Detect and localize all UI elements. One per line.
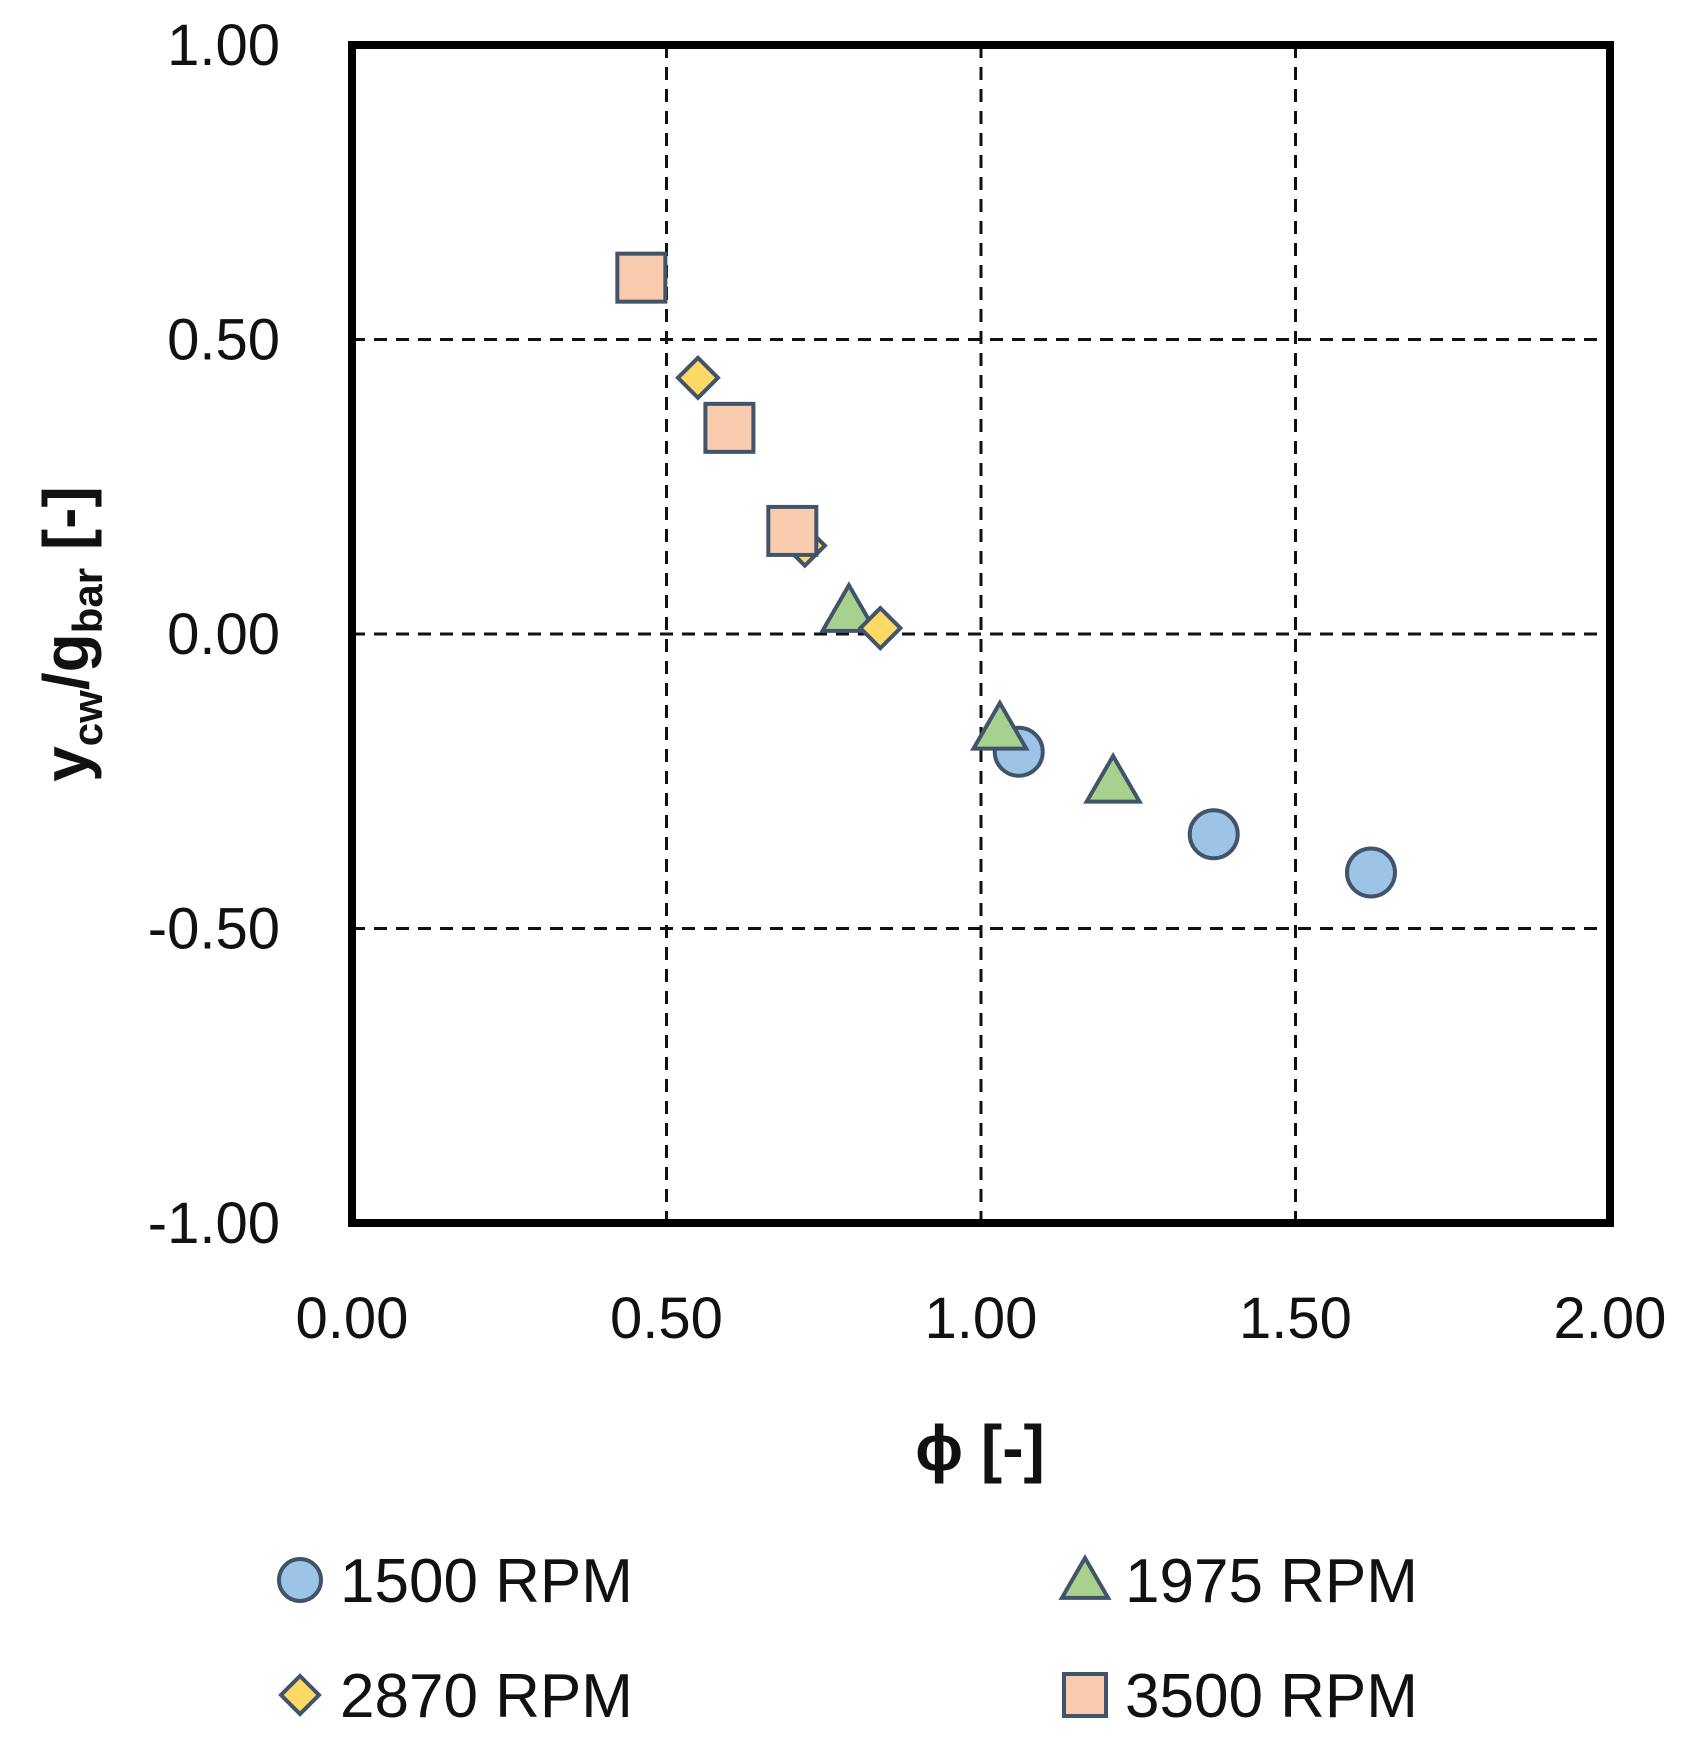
data-point-circle (1344, 846, 1397, 899)
y-tick-label: -0.50 (148, 897, 280, 962)
data-point-diamond (675, 354, 721, 401)
legend-label: 3500 RPM (1125, 1662, 1418, 1731)
y-axis-label: ycw/gbar [-] (30, 486, 111, 782)
grid-lines (352, 45, 1610, 1223)
data-point-square (703, 401, 756, 454)
x-tick-label: 0.00 (296, 1286, 409, 1351)
data-point-circle (1187, 808, 1240, 861)
y-tick-label: 1.00 (167, 13, 280, 78)
legend: 1500 RPM 1975 RPM 2870 RPM 3500 RPM (277, 1547, 1418, 1731)
data-point-square (766, 504, 819, 557)
x-tick-labels: 0.00 0.50 1.00 1.50 2.00 (296, 1286, 1667, 1351)
plot-frame (348, 41, 1614, 1227)
data-points (615, 251, 1397, 899)
y-tick-label: 0.50 (167, 308, 280, 373)
data-point-square (615, 251, 668, 304)
x-tick-label: 1.50 (1239, 1286, 1352, 1351)
x-tick-label: 2.00 (1554, 1286, 1667, 1351)
legend-label: 2870 RPM (340, 1662, 633, 1731)
legend-label: 1975 RPM (1125, 1547, 1418, 1616)
data-point-triangle (1083, 752, 1143, 804)
x-tick-label: 1.00 (925, 1286, 1038, 1351)
x-axis-label: ϕ [-] (915, 1412, 1045, 1484)
legend-marker-square (1062, 1672, 1108, 1718)
data-point-triangle (970, 699, 1030, 751)
y-tick-label: -1.00 (148, 1191, 280, 1256)
data-point-diamond (857, 605, 904, 651)
legend-label: 1500 RPM (340, 1547, 633, 1616)
legend-marker-triangle (1058, 1553, 1112, 1600)
legend-marker-diamond (278, 1673, 322, 1717)
x-tick-label: 0.50 (610, 1286, 723, 1351)
legend-marker-circle (277, 1557, 323, 1603)
y-tick-label: 0.00 (167, 602, 280, 667)
y-tick-labels: 1.00 0.50 0.00 -0.50 -1.00 (148, 13, 280, 1256)
data-point-triangle (819, 581, 879, 633)
